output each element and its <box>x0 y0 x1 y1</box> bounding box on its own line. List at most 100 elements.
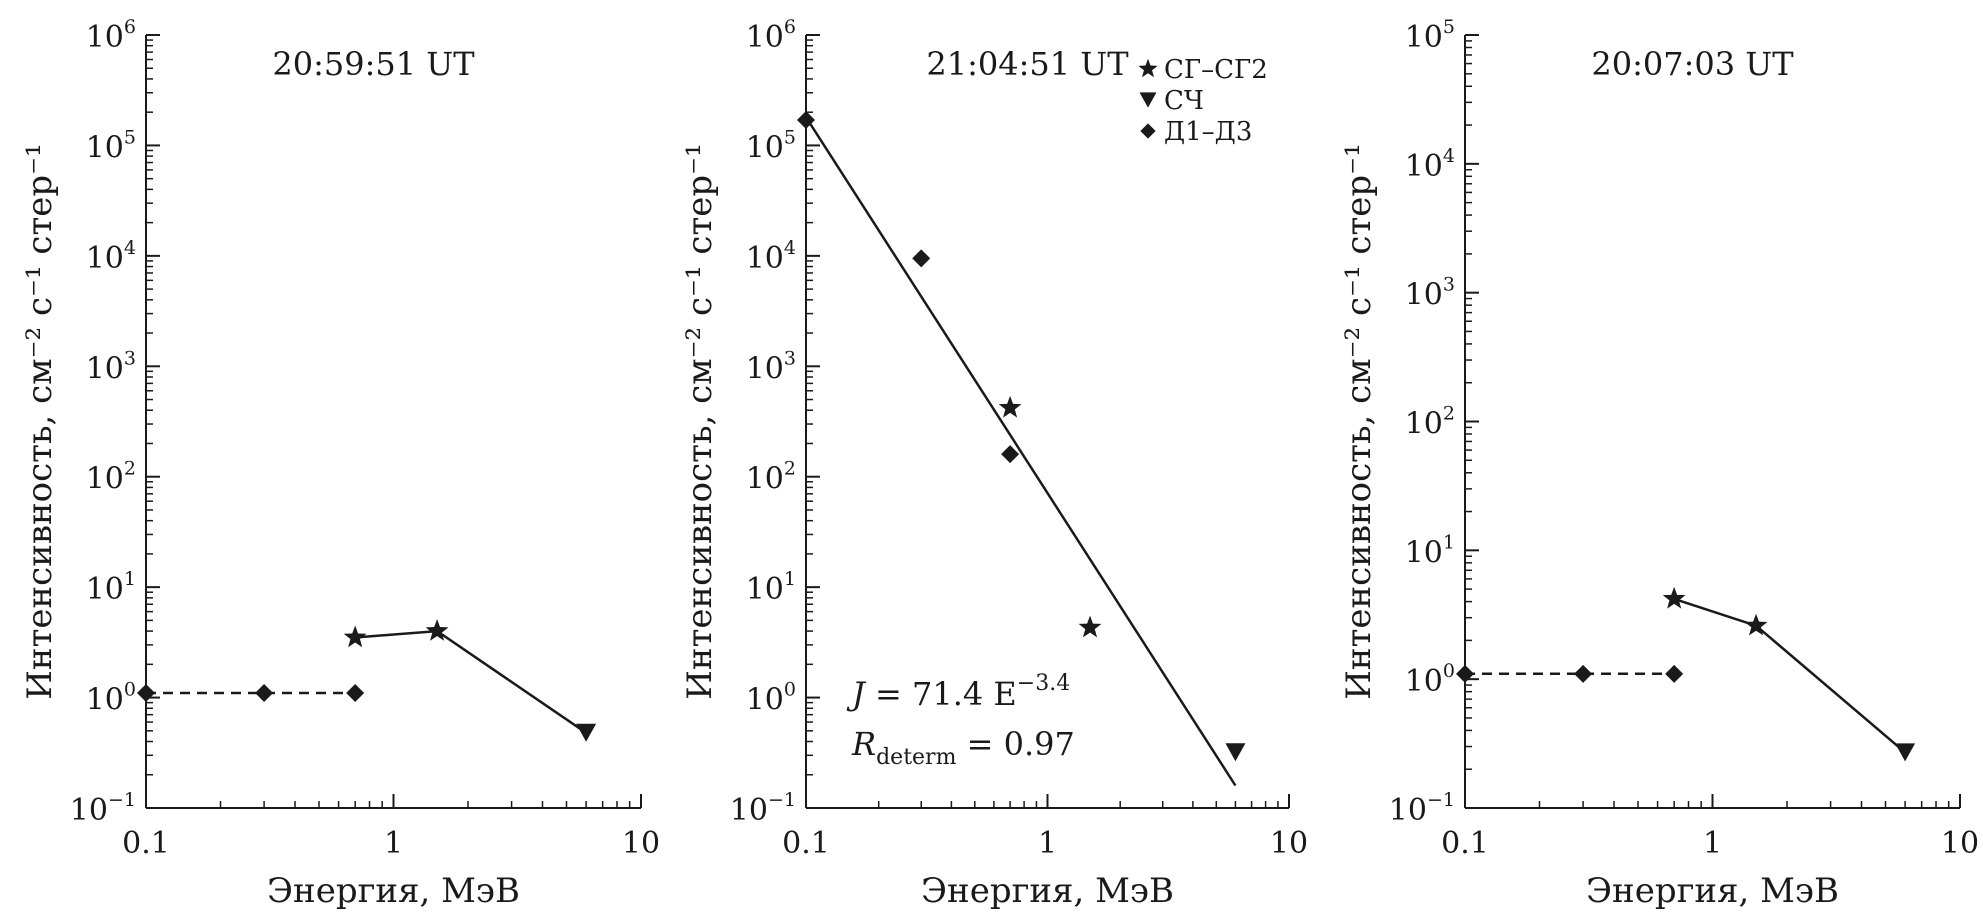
y-tick-label: 105 <box>86 126 136 165</box>
y-tick-base: 10 <box>746 351 784 386</box>
y-axis-title: Интенсивность, см⁻² с⁻¹ стер⁻¹ <box>680 143 720 699</box>
data-point-diamond <box>797 110 815 129</box>
data-point-star <box>425 619 449 641</box>
y-tick-exponent: 0 <box>1443 660 1455 682</box>
y-tick-base: 10 <box>1405 535 1443 570</box>
y-tick-base: 10 <box>86 241 124 276</box>
y-tick-base: 10 <box>1405 407 1443 442</box>
x-tick-label: 1 <box>1703 826 1722 861</box>
data-point-diamond <box>1456 664 1474 683</box>
panel-title: 20:07:03 UT <box>1591 45 1794 83</box>
fit-lhs: J <box>846 675 867 713</box>
y-tick-exponent: 3 <box>1443 274 1455 296</box>
y-tick-base: 10 <box>86 462 124 497</box>
y-tick-exponent: 5 <box>124 126 136 148</box>
y-axis-title: Интенсивность, см⁻² с⁻¹ стер⁻¹ <box>1339 143 1379 699</box>
y-tick-exponent: 2 <box>1443 403 1455 425</box>
y-tick-label: 10−1 <box>70 789 136 828</box>
y-tick-base: 10 <box>1405 149 1443 184</box>
panel-title: 20:59:51 UT <box>272 45 475 83</box>
y-tick-label: 100 <box>1405 660 1455 699</box>
y-tick-label: 104 <box>746 237 796 276</box>
y-tick-exponent: −1 <box>1427 789 1455 811</box>
y-tick-exponent: 2 <box>124 458 136 480</box>
panel-title: 21:04:51 UT <box>926 45 1129 83</box>
r-symbol: R <box>851 725 876 763</box>
y-tick-exponent: 4 <box>124 237 136 259</box>
y-tick-label: 105 <box>1405 16 1455 55</box>
data-point-star <box>998 395 1022 418</box>
r-subscript: determ <box>876 745 956 770</box>
y-tick-exponent: 4 <box>784 237 796 259</box>
x-tick-label: 10 <box>1941 826 1979 861</box>
y-tick-exponent: 5 <box>1443 16 1455 38</box>
x-tick-label: 0.1 <box>782 826 830 861</box>
r-determ-label: Rdeterm = 0.97 <box>851 725 1075 770</box>
legend-marker-star <box>1138 58 1158 78</box>
y-tick-label: 101 <box>746 568 796 607</box>
y-tick-label: 104 <box>86 237 136 276</box>
x-tick-label: 10 <box>1270 826 1308 861</box>
fit-line <box>804 116 1237 787</box>
solid-connector-line <box>1673 597 1906 754</box>
y-tick-base: 10 <box>1405 664 1443 699</box>
data-point-diamond <box>912 249 931 268</box>
y-tick-label: 105 <box>746 126 796 165</box>
x-tick-label: 0.1 <box>1441 826 1489 861</box>
y-tick-exponent: 0 <box>784 679 796 701</box>
fit-annotation: J = 71.4 E−3.4 Rdeterm = 0.97 <box>846 671 1075 770</box>
data-point-diamond <box>346 684 365 703</box>
y-tick-base: 10 <box>86 20 124 55</box>
r-value: = 0.97 <box>956 725 1074 763</box>
y-tick-label: 101 <box>86 568 136 607</box>
data-point-diamond <box>137 684 155 703</box>
y-tick-base: 10 <box>746 462 784 497</box>
y-tick-label: 100 <box>746 679 796 718</box>
data-point-star <box>343 625 367 648</box>
y-tick-label: 100 <box>86 679 136 718</box>
data-point-star <box>1744 613 1768 636</box>
y-tick-exponent: 3 <box>784 347 796 369</box>
y-tick-exponent: −1 <box>768 789 796 811</box>
y-tick-exponent: 4 <box>1443 145 1455 167</box>
y-tick-base: 10 <box>86 130 124 165</box>
y-tick-label: 103 <box>746 347 796 386</box>
x-axis-title: Энергия, МэВ <box>1586 871 1839 911</box>
y-tick-label: 103 <box>86 347 136 386</box>
y-tick-label: 104 <box>1405 145 1455 184</box>
y-tick-label: 10−1 <box>1389 789 1455 828</box>
legend-marker-diamond <box>1140 123 1156 139</box>
y-tick-base: 10 <box>1405 20 1443 55</box>
y-tick-base: 10 <box>746 20 784 55</box>
y-tick-label: 102 <box>86 458 136 497</box>
y-tick-exponent: −1 <box>108 789 136 811</box>
y-tick-label: 10−1 <box>730 789 796 828</box>
y-tick-label: 102 <box>1405 403 1455 442</box>
x-tick-label: 1 <box>1038 826 1057 861</box>
y-tick-exponent: 6 <box>784 16 796 38</box>
y-tick-base: 10 <box>1405 278 1443 313</box>
y-tick-exponent: 5 <box>784 126 796 148</box>
data-point-triangle-down <box>1225 743 1246 762</box>
fit-equation: J = 71.4 E−3.4 <box>846 671 1070 713</box>
data-point-diamond <box>1001 445 1020 464</box>
y-tick-exponent: 1 <box>1443 531 1455 553</box>
y-tick-label: 106 <box>86 16 136 55</box>
y-tick-exponent: 3 <box>124 347 136 369</box>
data-point-diamond <box>1574 664 1593 683</box>
data-point-triangle-down <box>1895 743 1916 762</box>
data-point-triangle-down <box>576 723 597 742</box>
y-tick-exponent: 1 <box>124 568 136 590</box>
y-tick-label: 101 <box>1405 531 1455 570</box>
x-tick-label: 10 <box>622 826 660 861</box>
fit-rhs: = 71.4 E <box>865 675 1017 713</box>
legend-label: Д1–Д3 <box>1164 117 1252 147</box>
y-tick-base: 10 <box>746 683 784 718</box>
x-axis-title: Энергия, МэВ <box>921 871 1174 911</box>
y-tick-label: 106 <box>746 16 796 55</box>
y-tick-label: 102 <box>746 458 796 497</box>
